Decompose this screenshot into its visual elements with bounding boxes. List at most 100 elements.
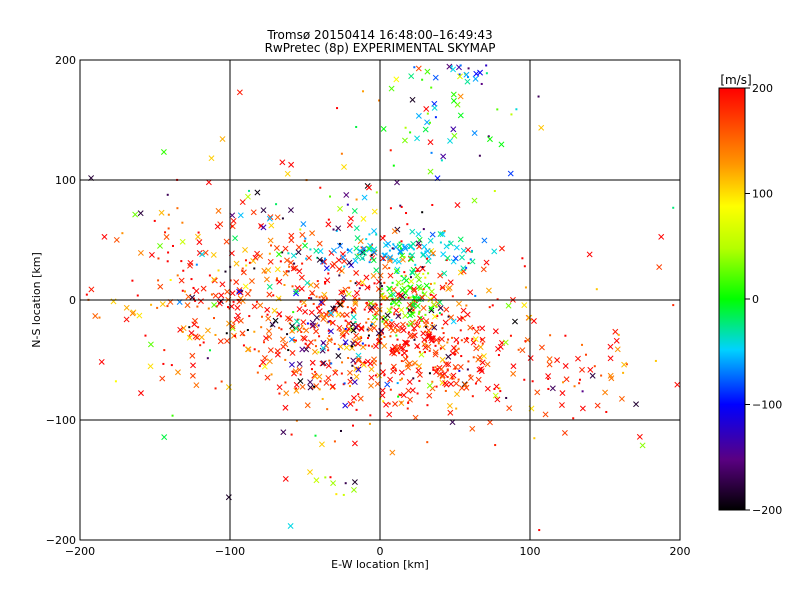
y-tick-label: 100 <box>55 174 76 187</box>
data-point-cross <box>192 317 198 324</box>
data-point-dot <box>334 369 337 372</box>
data-point-dot <box>672 206 675 209</box>
data-point-cross <box>439 284 446 291</box>
data-point-dot <box>292 370 295 373</box>
data-point-cross <box>296 306 303 313</box>
data-point-dot <box>436 368 439 371</box>
data-point-dot <box>442 332 445 335</box>
data-point-dot <box>408 253 411 256</box>
data-point-cross <box>398 345 405 351</box>
data-point-cross <box>202 249 209 256</box>
data-point-dot <box>163 349 166 352</box>
data-point-cross <box>264 306 271 313</box>
data-point-cross <box>347 400 354 407</box>
data-point-dot <box>398 352 401 355</box>
data-point-cross <box>306 255 312 261</box>
data-point-cross <box>410 286 417 293</box>
data-point-dot <box>176 274 179 277</box>
data-point-cross <box>179 238 186 245</box>
data-point-dot <box>444 389 447 392</box>
data-point-cross <box>223 238 230 245</box>
data-point-dot <box>314 434 317 437</box>
data-point-dot <box>363 361 366 364</box>
data-point-cross <box>307 282 314 288</box>
data-point-dot <box>426 112 429 115</box>
data-point-dot <box>202 341 205 344</box>
data-point-cross <box>427 237 434 244</box>
data-point-dot <box>431 322 434 325</box>
data-point-cross <box>218 292 225 299</box>
data-point-dot <box>416 321 419 324</box>
data-point-cross <box>391 228 398 235</box>
data-point-cross <box>299 346 306 353</box>
data-point-cross <box>450 344 457 351</box>
data-point-dot <box>389 307 392 310</box>
data-point-dot <box>253 330 256 333</box>
data-point-dot <box>256 371 259 374</box>
data-point-dot <box>361 284 364 287</box>
data-point-cross <box>409 311 416 318</box>
data-point-cross <box>608 375 615 382</box>
data-point-cross <box>261 363 268 370</box>
data-point-dot <box>432 254 435 257</box>
data-point-dot <box>471 395 474 398</box>
data-point-dot <box>270 244 273 247</box>
data-point-dot <box>329 476 332 479</box>
data-point-cross <box>426 392 433 399</box>
data-point-cross <box>499 245 505 252</box>
data-point-dot <box>402 243 405 246</box>
data-point-cross <box>215 207 222 214</box>
data-point-cross <box>147 341 154 348</box>
data-point-dot <box>505 396 508 399</box>
data-point-cross <box>340 254 347 261</box>
data-point-cross <box>267 258 274 265</box>
data-point-cross <box>293 325 300 332</box>
data-point-dot <box>157 257 160 260</box>
data-point-cross <box>353 225 360 232</box>
data-point-dot <box>293 341 296 344</box>
data-point-cross <box>335 353 342 359</box>
data-point-dot <box>491 304 494 307</box>
data-point-cross <box>430 301 437 308</box>
data-point-cross <box>274 266 281 273</box>
data-point-dot <box>337 302 340 305</box>
data-point-dot <box>380 333 383 336</box>
data-point-cross <box>442 319 449 326</box>
data-point-cross <box>393 307 400 314</box>
data-point-cross <box>301 335 308 342</box>
data-point-dot <box>348 286 351 289</box>
grid-layer <box>80 60 680 540</box>
data-point-cross <box>380 255 387 262</box>
data-point-cross <box>476 354 483 361</box>
data-point-dot <box>358 287 361 290</box>
data-point-cross <box>273 245 280 251</box>
data-point-cross <box>355 280 362 287</box>
data-point-cross <box>335 225 342 232</box>
data-point-dot <box>300 330 303 333</box>
data-point-dot <box>389 335 392 338</box>
data-point-cross <box>446 284 453 291</box>
data-point-dot <box>361 342 364 345</box>
data-point-dot <box>385 252 388 255</box>
data-point-dot <box>412 377 415 380</box>
data-point-cross <box>336 266 343 273</box>
data-point-dot <box>171 414 174 417</box>
data-point-cross <box>355 352 362 359</box>
data-point-cross <box>467 374 474 381</box>
data-point-cross <box>240 269 247 276</box>
data-point-dot <box>420 319 423 322</box>
data-point-dot <box>466 368 469 371</box>
data-point-cross <box>309 290 316 296</box>
data-point-cross <box>423 321 429 328</box>
data-point-cross <box>310 322 316 329</box>
data-point-cross <box>193 288 200 294</box>
data-point-cross <box>549 385 556 392</box>
data-point-cross <box>321 291 328 298</box>
data-point-dot <box>328 359 331 362</box>
data-point-dot <box>326 312 329 315</box>
data-point-cross <box>178 277 185 284</box>
data-point-dot <box>424 250 427 253</box>
data-point-cross <box>450 66 457 73</box>
data-point-cross <box>204 327 211 334</box>
data-point-dot <box>417 312 420 315</box>
